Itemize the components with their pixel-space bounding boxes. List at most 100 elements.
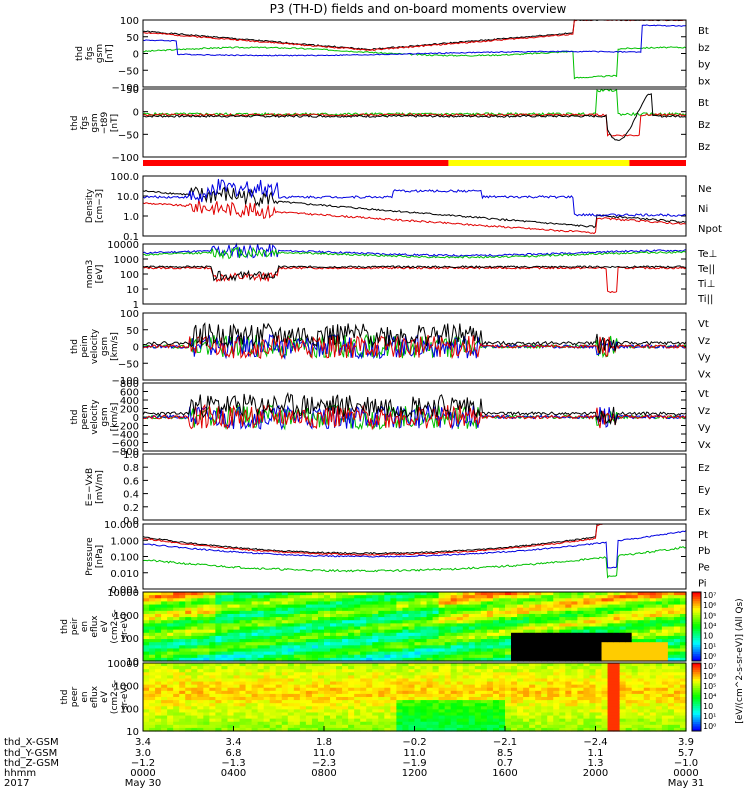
panel-ylabel: Density [cm−3] bbox=[85, 188, 105, 223]
panel-ylabel: mom3 [eV] bbox=[85, 260, 105, 289]
panel-fgs_gsm: thd fgs gsm [nT]100500−50−100Btbzbybx bbox=[75, 16, 710, 94]
xtick-value: 1.8 bbox=[316, 737, 332, 748]
series-ne bbox=[143, 199, 686, 233]
legend: NeNiNpot bbox=[698, 184, 722, 235]
series-pi bbox=[143, 531, 686, 569]
ylabel-line: [nPa] bbox=[95, 545, 105, 568]
spectrogram bbox=[143, 592, 687, 662]
colorbar-tick-label: 10¹ bbox=[703, 642, 716, 651]
legend-vy: Vy bbox=[698, 353, 711, 364]
ytick-label: 50 bbox=[126, 85, 139, 96]
ytick-label: 0.2 bbox=[123, 503, 139, 514]
legend-bt: Bt bbox=[698, 26, 709, 37]
ytick-label: 1000 bbox=[114, 255, 139, 266]
xtick-time: 0800 bbox=[311, 768, 336, 779]
ytick-label: −50 bbox=[118, 66, 139, 77]
legend-vz: Vz bbox=[698, 336, 710, 347]
colorbar-tick-label: 10⁶ bbox=[703, 672, 716, 681]
ylabel-line: en bbox=[80, 691, 90, 702]
ylabel-line: velocity bbox=[90, 399, 100, 435]
spectrogram bbox=[143, 663, 687, 732]
panel-peim_velocity: thd peim velocity gsm [km/s]100500−50−100VtV… bbox=[70, 309, 711, 387]
xtick-time: 1600 bbox=[492, 768, 517, 779]
xaxis-row-label: thd_X-GSM bbox=[4, 737, 59, 748]
panel-pressure: Pressure [nPa]10.0001.0000.1000.0100.001P… bbox=[85, 520, 710, 596]
ytick-label: 1000 bbox=[114, 682, 139, 693]
ylabel-line: en bbox=[80, 621, 90, 632]
ytick-label: 50 bbox=[126, 326, 139, 337]
legend-bz: bz bbox=[698, 43, 710, 54]
ytick-label: 0.010 bbox=[110, 569, 139, 580]
panel-peir_spec: thd peir en eflux eV (cm2-s-sr-eV)10000100010… bbox=[60, 588, 687, 668]
colorbar-tick-label: 10⁶ bbox=[703, 601, 716, 610]
legend-ey: Ey bbox=[698, 485, 710, 496]
legend: BtBzBz bbox=[698, 98, 710, 153]
ytick-label: 10.000 bbox=[104, 520, 139, 531]
legend: EzEyEx bbox=[698, 463, 710, 518]
series-te-perp bbox=[143, 267, 686, 292]
ylabel-line: thd bbox=[70, 410, 80, 425]
legend-by: by bbox=[698, 60, 710, 71]
plot-area bbox=[143, 244, 686, 293]
ylabel-line: [cm−3] bbox=[95, 189, 105, 223]
plot-area bbox=[143, 20, 686, 79]
ylabel-line: eV bbox=[100, 620, 110, 633]
colorbar-tick-label: 10⁰ bbox=[703, 722, 716, 731]
ytick-label: 10000 bbox=[107, 240, 139, 251]
ytick-label: 0.6 bbox=[123, 476, 139, 487]
panel-ylabel: thd fgs gsm −t89 [nT] bbox=[70, 111, 120, 134]
ylabel-line: [mV/m] bbox=[95, 470, 105, 504]
figure-title: P3 (TH-D) fields and on-board moments ov… bbox=[270, 2, 567, 16]
panel-ylabel: Pressure [nPa] bbox=[85, 537, 105, 576]
legend: VtVzVyVx bbox=[698, 319, 711, 380]
legend-ti: Ti⊥ bbox=[697, 279, 715, 290]
ylabel-line: peer bbox=[70, 686, 80, 707]
ytick-label: 1.0 bbox=[123, 212, 139, 223]
mode-bar-segment bbox=[143, 160, 448, 166]
legend-te: Te|| bbox=[697, 264, 715, 275]
legend-bz: Bz bbox=[698, 120, 710, 131]
legend-bt: Bt bbox=[698, 98, 709, 109]
ylabel-line: thd bbox=[60, 690, 70, 705]
panel-peem_velocity: thd peem velocity gsm [km/s]8006004002000−20… bbox=[70, 379, 711, 458]
ytick-label: 10 bbox=[126, 285, 139, 296]
series-bt bbox=[143, 20, 686, 50]
colorbar-tick-label: 10⁰ bbox=[703, 652, 716, 661]
ytick-label: 10.0 bbox=[117, 192, 139, 203]
colorbar-tick-label: 10⁵ bbox=[703, 611, 716, 620]
xtick-value: 3.4 bbox=[135, 737, 151, 748]
ytick-label: 100 bbox=[120, 309, 139, 320]
colorbar-tick-label: 10⁳ bbox=[703, 632, 713, 641]
ytick-label: 0 bbox=[133, 50, 139, 61]
colorbar-tick-label: 10⁴ bbox=[703, 622, 716, 631]
panel-ylabel: thd fgs gsm [nT] bbox=[75, 44, 115, 63]
panel-peer_spec: thd peer en eflux eV (cm2-s-sr-eV)10000100010… bbox=[60, 659, 687, 738]
legend-pi: Pi bbox=[698, 579, 707, 590]
ylabel-line: fgs bbox=[80, 116, 90, 130]
plot-area bbox=[143, 89, 686, 140]
legend-pe: Pe bbox=[698, 562, 710, 573]
xaxis-row-label: 2017 bbox=[4, 778, 29, 789]
ylabel-line: [eV] bbox=[95, 265, 105, 284]
ylabel-line: gsm bbox=[100, 407, 110, 426]
xtick-time: 0400 bbox=[221, 768, 246, 779]
panel-temperature: mom3 [eV]100001000100101Te⊥Te||Ti⊥Ti|| bbox=[85, 240, 717, 311]
legend-vx: Vx bbox=[698, 440, 711, 451]
legend-ni: Ni bbox=[698, 204, 708, 215]
series-bz-dev bbox=[143, 114, 686, 136]
panel-efield: E=−VxB [mV/m]1.00.80.60.40.20.0EzEyEx bbox=[85, 450, 710, 527]
ytick-label: 0 bbox=[133, 108, 139, 119]
colorbar-tick-label: 10⁷ bbox=[703, 591, 716, 600]
legend-ex: Ex bbox=[698, 507, 710, 518]
series-bx bbox=[143, 25, 686, 56]
ytick-label: 10000 bbox=[107, 588, 139, 599]
ytick-label: 1.0 bbox=[123, 450, 139, 461]
ylabel-line: peem bbox=[80, 404, 90, 430]
colorbar-tick-label: 10⁳ bbox=[703, 702, 713, 711]
panel-ylabel: thd peim velocity gsm [km/s] bbox=[70, 328, 120, 364]
ylabel-line: eflux bbox=[90, 615, 100, 638]
ytick-label: −50 bbox=[118, 130, 139, 141]
ytick-label: 100 bbox=[120, 16, 139, 27]
legend-vt: Vt bbox=[698, 389, 709, 400]
ylabel-line: Pressure bbox=[85, 537, 95, 576]
